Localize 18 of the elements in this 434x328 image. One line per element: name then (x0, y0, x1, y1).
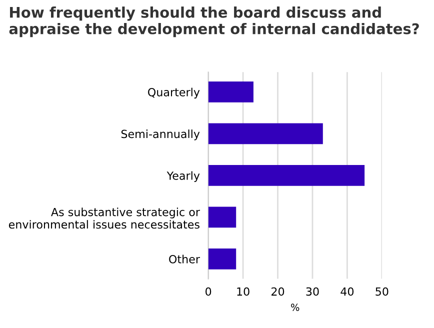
x-axis-title: % (291, 304, 300, 311)
x-tick-label: 30 (306, 287, 319, 296)
y-tick-label: Semi-annually (121, 130, 200, 140)
chart-title: How frequently should the board discuss and appraise the development of internal candidates? (9, 6, 419, 38)
bar (208, 206, 236, 228)
x-tick-label: 50 (376, 287, 388, 296)
x-tick-label: 40 (340, 287, 354, 296)
x-tick-label: 20 (272, 287, 284, 296)
y-tick-label: As substantive strategic or environmental issues necessitates (8, 208, 200, 229)
y-tick-label: Other (169, 254, 200, 264)
bar (208, 82, 254, 102)
y-tick-label: Yearly (166, 171, 200, 182)
bar (208, 165, 365, 186)
bar (208, 123, 323, 144)
x-tick-label: 10 (237, 287, 250, 296)
y-tick-label: Quarterly (148, 88, 200, 99)
x-tick-label: 0 (206, 287, 212, 296)
bar (208, 248, 236, 270)
